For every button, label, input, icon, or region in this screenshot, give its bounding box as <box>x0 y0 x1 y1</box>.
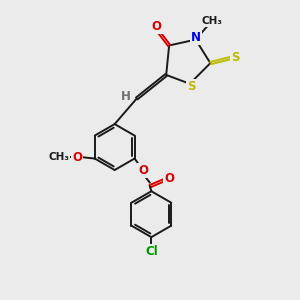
Text: O: O <box>72 151 82 164</box>
Text: O: O <box>152 20 162 33</box>
Text: H: H <box>121 90 130 103</box>
Text: CH₃: CH₃ <box>202 16 223 26</box>
Text: O: O <box>164 172 174 185</box>
Text: O: O <box>138 164 148 177</box>
Text: N: N <box>190 31 201 44</box>
Text: S: S <box>231 51 239 64</box>
Text: S: S <box>187 80 196 93</box>
Text: Cl: Cl <box>145 245 158 258</box>
Text: CH₃: CH₃ <box>49 152 70 162</box>
